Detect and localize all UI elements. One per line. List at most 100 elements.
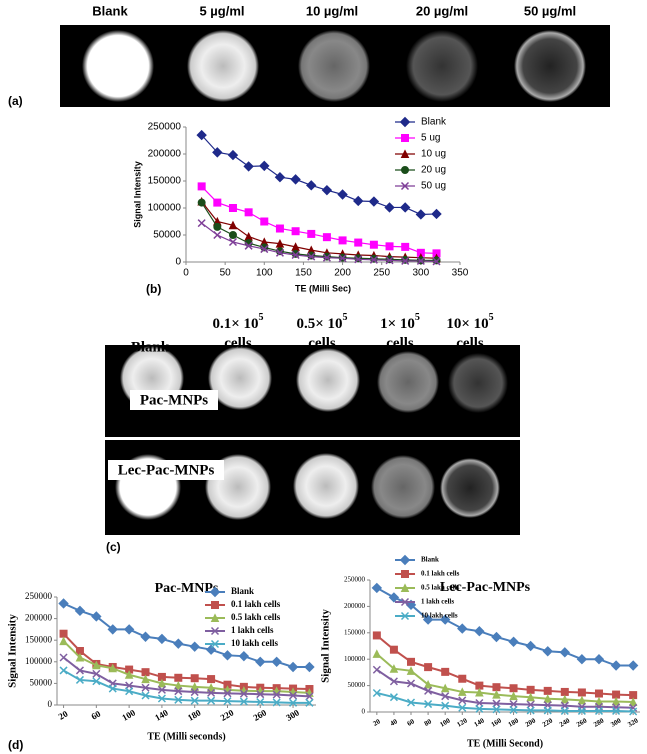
x-tick-label: 20 bbox=[372, 717, 382, 728]
marker bbox=[291, 249, 300, 258]
x-tick-label: 300 bbox=[413, 268, 430, 279]
marker bbox=[173, 680, 183, 690]
legend-label: Blank bbox=[421, 556, 439, 564]
panel-label: (a) bbox=[8, 94, 23, 108]
marker bbox=[457, 687, 467, 696]
x-tick-label: 220 bbox=[219, 707, 236, 723]
marker bbox=[228, 237, 238, 247]
marker bbox=[492, 699, 501, 708]
x-tick-label: 180 bbox=[507, 716, 521, 728]
marker bbox=[272, 698, 281, 707]
marker bbox=[432, 257, 441, 266]
x-tick-label: 140 bbox=[153, 707, 170, 723]
legend-marker bbox=[400, 149, 410, 158]
marker bbox=[140, 631, 151, 642]
label-base: 10× 10 bbox=[446, 316, 488, 332]
marker bbox=[491, 631, 502, 643]
column-label: 0.5× 105 bbox=[296, 312, 347, 332]
marker bbox=[406, 679, 416, 688]
marker bbox=[475, 704, 484, 713]
x-tick-label: 60 bbox=[406, 717, 416, 728]
legend-marker bbox=[210, 613, 220, 622]
marker bbox=[59, 653, 68, 662]
x-tick-label: 300 bbox=[609, 716, 623, 728]
marker bbox=[593, 653, 605, 665]
marker bbox=[190, 674, 199, 683]
marker bbox=[157, 694, 166, 703]
marker bbox=[125, 687, 134, 696]
marker bbox=[416, 256, 425, 265]
marker bbox=[457, 623, 468, 634]
column-label: Blank bbox=[92, 3, 128, 18]
marker bbox=[509, 700, 518, 709]
marker bbox=[239, 689, 248, 698]
marker bbox=[260, 217, 269, 226]
marker bbox=[59, 666, 68, 675]
marker bbox=[389, 645, 398, 654]
y-tick-label: 100000 bbox=[25, 656, 53, 666]
legend-label: 1 lakh cells bbox=[231, 625, 274, 635]
marker bbox=[228, 220, 238, 230]
marker bbox=[338, 254, 347, 263]
marker bbox=[275, 248, 284, 257]
marker bbox=[223, 689, 232, 698]
marker bbox=[542, 646, 553, 657]
legend-label: 50 ug bbox=[421, 181, 446, 192]
marker bbox=[59, 636, 68, 646]
marker bbox=[290, 174, 301, 185]
column-label: cells bbox=[308, 335, 336, 351]
marker bbox=[388, 592, 400, 603]
marker bbox=[322, 233, 331, 242]
legend-label: 0.1 lakh cells bbox=[421, 570, 460, 578]
legend-marker bbox=[209, 586, 221, 598]
panel-c-images bbox=[105, 345, 520, 535]
marker bbox=[389, 664, 399, 673]
marker bbox=[107, 624, 118, 635]
marker bbox=[190, 682, 200, 691]
y-tick-label: 100000 bbox=[148, 203, 182, 214]
marker bbox=[401, 242, 410, 251]
marker bbox=[526, 685, 535, 694]
legend-label: 1 lakh cells bbox=[421, 598, 454, 606]
marker bbox=[156, 633, 168, 645]
marker bbox=[354, 255, 363, 264]
marker bbox=[307, 251, 316, 260]
column-label: Blank bbox=[131, 339, 170, 355]
marker bbox=[431, 208, 442, 220]
marker bbox=[474, 626, 485, 637]
marker bbox=[92, 660, 101, 670]
series-line bbox=[201, 222, 437, 263]
row-label: Lec-Pac-MNPs bbox=[118, 462, 215, 478]
marker bbox=[272, 690, 281, 699]
x-axis-label: TE (Milli Second) bbox=[467, 738, 543, 749]
legend-marker bbox=[210, 639, 220, 649]
marker bbox=[543, 694, 553, 703]
label-exponent: 5 bbox=[343, 312, 348, 323]
marker bbox=[354, 238, 363, 247]
series-line bbox=[376, 668, 634, 709]
series-line bbox=[62, 640, 310, 694]
column-label: 10× 105 bbox=[446, 312, 493, 332]
marker bbox=[594, 689, 603, 698]
marker bbox=[244, 208, 253, 217]
marker bbox=[75, 652, 85, 662]
y-tick-label: 0 bbox=[362, 708, 366, 716]
marker bbox=[207, 675, 216, 684]
marker bbox=[306, 180, 317, 191]
marker bbox=[275, 239, 285, 248]
label-exponent: 5 bbox=[259, 312, 264, 323]
legend-label: 10 lakh cells bbox=[231, 638, 279, 648]
x-tick-label: 100 bbox=[256, 268, 273, 279]
marker bbox=[213, 198, 222, 207]
legend-label: 5 ug bbox=[421, 133, 440, 144]
legend-label: 10 ug bbox=[421, 149, 446, 160]
marker bbox=[406, 666, 416, 675]
y-axis-label: Signal Intensity bbox=[7, 614, 19, 688]
legend-label: 10 lakh cells bbox=[421, 612, 458, 620]
x-tick-label: 260 bbox=[251, 707, 268, 723]
marker bbox=[321, 184, 333, 196]
legend-label: 0.1 lakh cells bbox=[231, 599, 281, 609]
marker bbox=[256, 697, 265, 707]
marker bbox=[543, 686, 552, 695]
